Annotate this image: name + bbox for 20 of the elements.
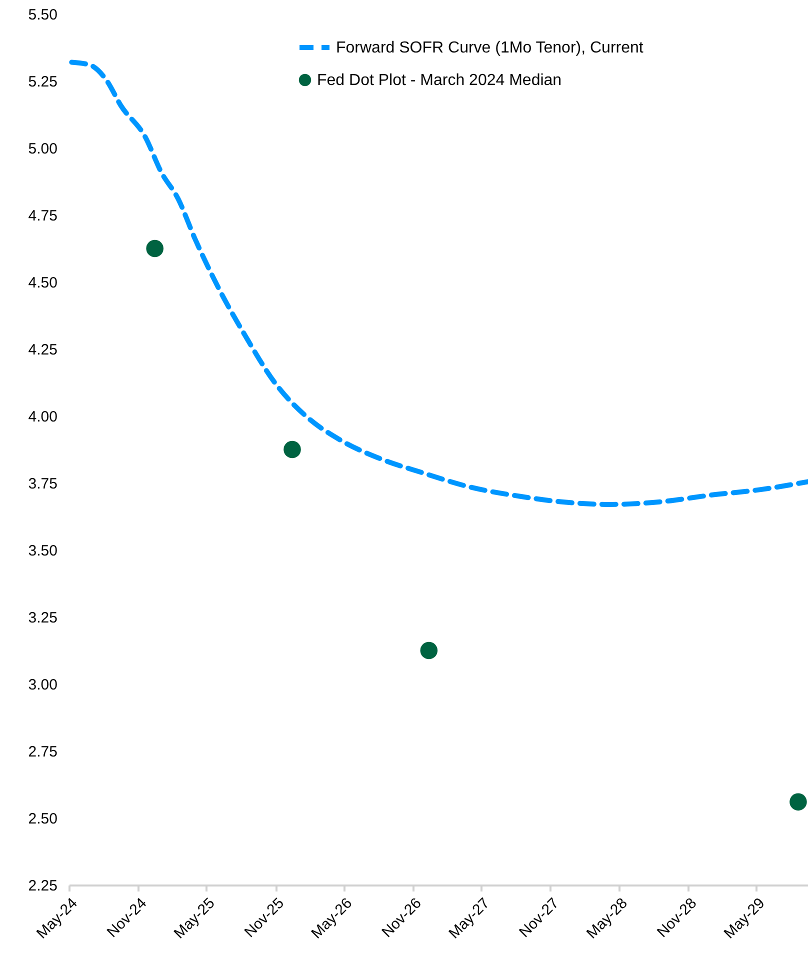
y-tick-label: 2.75 xyxy=(28,744,58,760)
point xyxy=(420,642,438,660)
y-tick-label: 3.75 xyxy=(28,476,58,492)
y-tick-label: 4.25 xyxy=(28,342,58,358)
y-tick-label: 3.25 xyxy=(28,610,58,626)
point xyxy=(790,793,807,811)
y-tick-label: 2.25 xyxy=(28,878,58,894)
point xyxy=(146,240,164,258)
y-tick-label: 4.50 xyxy=(28,274,58,292)
y-tick-label: 5.00 xyxy=(28,140,58,158)
y-tick-label: 3.50 xyxy=(28,542,58,560)
y-tick-label: 4.00 xyxy=(28,408,58,426)
y-tick-label: 5.25 xyxy=(28,74,58,90)
y-tick-label: 5.50 xyxy=(28,6,58,24)
legend-label: Forward SOFR Curve (1Mo Tenor), Current xyxy=(336,40,644,56)
legend-label: Fed Dot Plot - March 2024 Median xyxy=(317,72,562,89)
y-tick-label: 2.50 xyxy=(28,810,58,828)
point xyxy=(284,440,301,458)
y-tick-label: 3.00 xyxy=(28,676,58,694)
y-tick-label: 4.75 xyxy=(28,208,58,224)
